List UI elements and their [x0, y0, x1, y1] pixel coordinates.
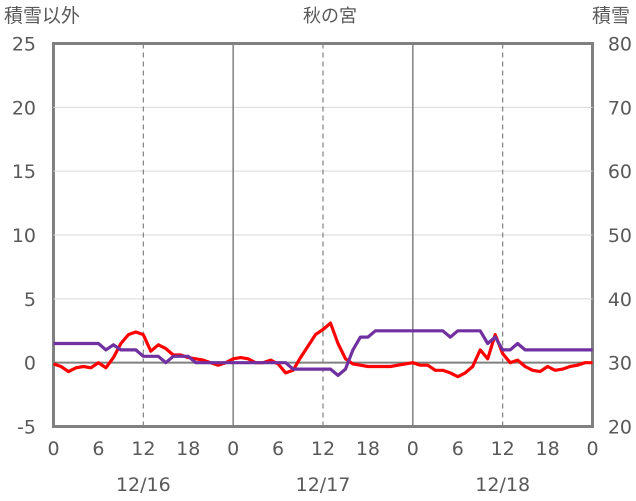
- right-tick-label: 70: [608, 97, 632, 119]
- x-tick-label: 6: [272, 438, 284, 460]
- right-tick-label: 30: [608, 353, 632, 375]
- right-axis-title: 積雪: [592, 5, 630, 27]
- left-tick-label: 20: [12, 97, 36, 119]
- left-tick-label: 10: [12, 225, 36, 247]
- right-tick-label: 80: [608, 34, 632, 56]
- x-tick-label: 0: [407, 438, 419, 460]
- x-tick-label: 6: [452, 438, 464, 460]
- x-tick-label: 6: [92, 438, 104, 460]
- left-tick-label: 5: [24, 289, 36, 311]
- date-label: 12/18: [475, 474, 530, 496]
- series-line-2: [53, 329, 593, 377]
- series-group: [52, 321, 593, 379]
- x-tick-label: 0: [47, 438, 59, 460]
- date-label: 12/17: [296, 474, 351, 496]
- left-tick-label: 15: [12, 161, 36, 183]
- left-axis-title: 積雪以外: [4, 5, 80, 27]
- x-tick-label: 18: [535, 438, 559, 460]
- x-tick-label: 0: [586, 438, 598, 460]
- right-tick-label: 60: [608, 161, 632, 183]
- x-tick-label: 12: [131, 438, 155, 460]
- right-tick-label: 20: [608, 417, 632, 439]
- x-tick-label: 18: [356, 438, 380, 460]
- right-tick-label: 40: [608, 289, 632, 311]
- chart-title: 秋の宮: [303, 6, 357, 27]
- left-tick-label: 25: [12, 34, 36, 56]
- date-label: 12/16: [116, 474, 171, 496]
- x-tick-label: 0: [227, 438, 239, 460]
- x-tick-label: 12: [311, 438, 335, 460]
- right-tick-label: 50: [608, 225, 632, 247]
- x-tick-label: 18: [176, 438, 200, 460]
- x-tick-label: 12: [491, 438, 515, 460]
- left-tick-label: -5: [17, 417, 36, 439]
- left-tick-label: 0: [24, 353, 36, 375]
- series-line-1: [52, 321, 593, 379]
